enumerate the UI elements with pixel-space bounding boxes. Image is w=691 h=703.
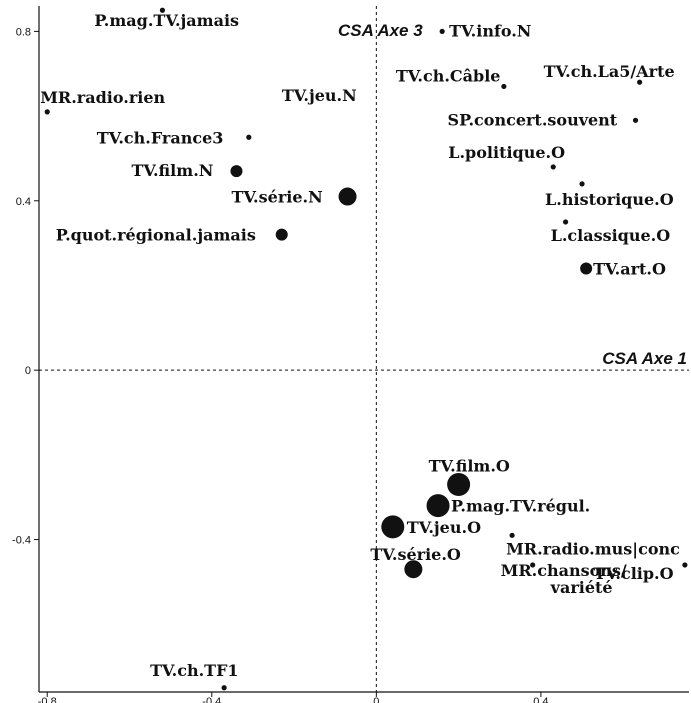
point-label: L.historique.O [545,190,674,209]
data-points [44,7,688,691]
point-labels: P.mag.TV.jamais TV.info.N TV.ch.Câble TV.ch… [40,11,680,680]
point-label: TV.ch.TF1 [150,661,238,680]
data-point [275,228,288,241]
point-label: TV.série.O [370,545,461,564]
point-label: L.politique.O [448,143,565,162]
data-point [580,262,593,275]
data-point [637,79,643,85]
data-point [509,532,515,538]
axis-1-label: CSA Axe 1 [602,349,687,368]
data-point [230,165,243,178]
plot-frame [38,6,689,693]
point-label: P.mag.TV.régul. [451,497,590,516]
point-label: TV.art.O [593,260,666,279]
point-label: MR.radio.rien [40,88,165,107]
data-point [562,219,569,225]
x-tick-label: 0 [373,696,379,703]
data-point [381,515,405,539]
data-point [501,83,507,90]
data-point [44,109,50,115]
point-label: TV.ch.La5/Arte [544,62,675,81]
data-point [632,117,639,123]
point-label: L.classique.O [551,226,671,245]
tick-marks: -0.8 -0.4 0 0.4 0.8 0.4 0 -0.4 [12,26,549,703]
point-label: MR.chansons/variété [501,561,627,597]
point-label: TV.film.O [429,457,510,476]
y-tick-label: 0 [25,365,31,377]
data-point [447,473,471,497]
data-point [439,28,445,35]
data-point [550,164,556,170]
axis-3-label: CSA Axe 3 [338,21,423,40]
data-point [338,187,357,206]
point-label: TV.film.N [131,161,213,180]
y-tick-label: -0.4 [12,535,31,547]
data-point [159,7,166,13]
data-point [221,685,227,691]
point-label: MR.radio.mus|conc [506,539,680,558]
point-label: P.mag.TV.jamais [94,11,239,30]
point-label: TV.jeu.O [407,518,481,537]
data-point [246,134,252,140]
data-point [404,560,423,579]
y-tick-label: 0.4 [16,196,31,208]
y-tick-label: 0.8 [16,26,31,38]
data-point [426,494,450,518]
data-point [682,562,688,568]
point-label: P.quot.régional.jamais [56,226,256,245]
point-label: TV.série.N [232,188,323,207]
point-label: TV.ch.France3 [97,128,224,147]
x-tick-label: -0.4 [202,696,221,703]
x-tick-label: -0.8 [38,696,57,703]
point-label: TV.clip.O [594,564,674,583]
x-tick-label: 0.4 [533,696,548,703]
point-label: TV.jeu.N [282,86,357,105]
point-label: TV.info.N [449,21,531,40]
data-point [530,562,536,568]
point-label: SP.concert.souvent [448,110,618,129]
point-label: TV.ch.Câble [396,66,501,85]
data-point [579,181,585,187]
